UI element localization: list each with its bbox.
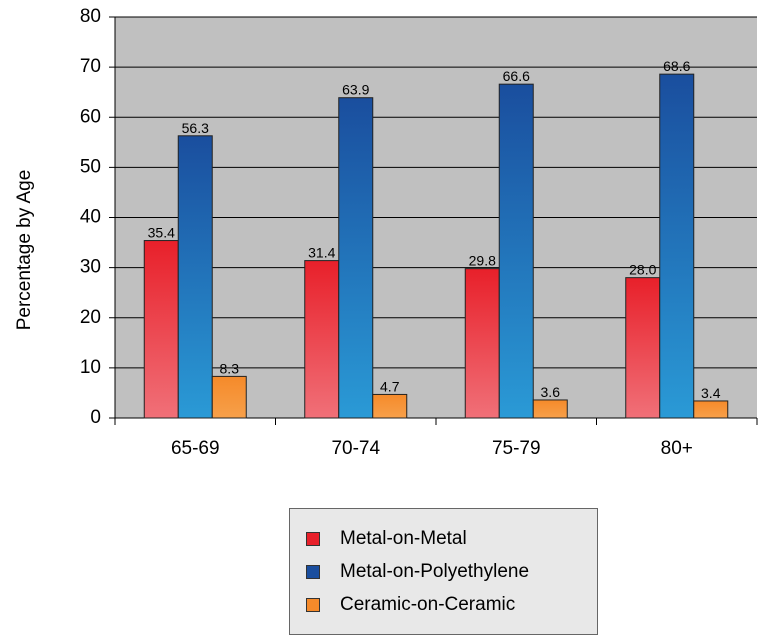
- legend-item-metal-on-polyethylene: Metal-on-Polyethylene: [306, 560, 529, 584]
- y-tick-label: 60: [80, 106, 101, 127]
- y-tick-label: 20: [80, 307, 101, 328]
- legend-item-metal-on-metal: Metal-on-Metal: [306, 527, 467, 551]
- data-label: 8.3: [220, 360, 240, 376]
- legend-label: Metal-on-Polyethylene: [340, 561, 530, 582]
- bar-ceramic-on-ceramic-65-69: [211, 375, 247, 419]
- data-label: 29.8: [469, 253, 496, 269]
- legend-label: Ceramic-on-Ceramic: [340, 594, 516, 615]
- bar-metal-on-metal-75-79: [464, 268, 500, 419]
- y-tick-label: 50: [80, 156, 101, 177]
- bar-metal-on-polyethylene-70-74: [338, 97, 374, 419]
- data-label: 56.3: [182, 120, 209, 136]
- bar-metal-on-polyethylene-75-79: [498, 83, 534, 419]
- bar-ceramic-on-ceramic-80: [693, 400, 729, 419]
- bar-metal-on-metal-65-69: [143, 240, 179, 419]
- chart: Percentage by Age 0 10 20 30 40 50 60 70 80 65-69…: [14, 6, 758, 459]
- legend-swatch-ceramic-on-ceramic: [306, 598, 320, 612]
- plot-area: 0 10 20 30 40 50 60 70 80 65-69 35.4 56.3 8.3 70-74 31…: [80, 6, 758, 459]
- bar-metal-on-metal-70-74: [304, 260, 340, 419]
- x-tick-label: 75-79: [492, 438, 541, 459]
- y-tick-label: 80: [80, 6, 101, 27]
- legend-swatch-metal-on-polyethylene: [306, 565, 320, 579]
- data-label: 3.6: [541, 384, 561, 400]
- data-label: 68.6: [663, 58, 690, 74]
- legend-item-ceramic-on-ceramic: Ceramic-on-Ceramic: [306, 593, 515, 617]
- data-label: 28.0: [629, 262, 656, 278]
- y-tick-label: 30: [80, 257, 101, 278]
- data-label: 3.4: [701, 385, 721, 401]
- x-tick-label: 70-74: [331, 438, 380, 459]
- data-label: 31.4: [308, 245, 335, 261]
- legend: Metal-on-Metal Metal-on-Polyethylene Cer…: [289, 508, 598, 635]
- y-axis-title: Percentage by Age: [14, 170, 35, 331]
- y-tick-label: 10: [80, 357, 101, 378]
- bar-metal-on-polyethylene-65-69: [177, 135, 213, 419]
- data-label: 35.4: [148, 225, 175, 241]
- legend-swatch-metal-on-metal: [306, 532, 320, 546]
- x-tick-label: 80+: [661, 438, 693, 459]
- bar-ceramic-on-ceramic-75-79: [532, 399, 568, 419]
- bar-metal-on-metal-80: [625, 277, 661, 419]
- data-label: 4.7: [380, 378, 400, 394]
- bar-ceramic-on-ceramic-70-74: [372, 393, 408, 419]
- y-tick-label: 0: [90, 407, 101, 428]
- data-label: 66.6: [503, 68, 530, 84]
- bar-metal-on-polyethylene-80: [659, 73, 695, 419]
- y-tick-label: 40: [80, 207, 101, 228]
- x-tick-label: 65-69: [171, 438, 220, 459]
- y-tick-label: 70: [80, 56, 101, 77]
- data-label: 63.9: [342, 82, 369, 98]
- legend-label: Metal-on-Metal: [340, 528, 467, 549]
